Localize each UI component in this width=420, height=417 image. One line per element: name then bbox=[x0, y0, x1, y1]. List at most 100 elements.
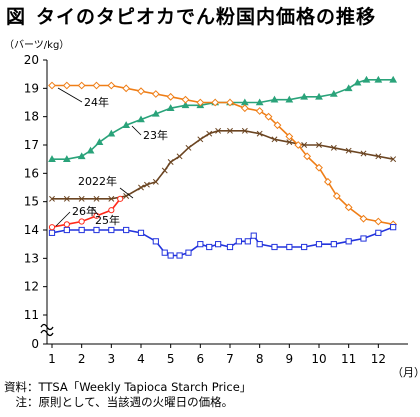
data-point bbox=[255, 107, 264, 115]
data-point bbox=[93, 195, 100, 202]
data-point bbox=[344, 203, 353, 212]
x-tick-label: 2 bbox=[78, 352, 86, 366]
data-point bbox=[256, 130, 263, 137]
axis-break-mark bbox=[40, 323, 54, 331]
data-point bbox=[166, 92, 175, 101]
data-point bbox=[122, 121, 131, 128]
series-line bbox=[51, 226, 394, 257]
data-point bbox=[215, 127, 222, 134]
data-point bbox=[256, 241, 263, 248]
data-point bbox=[48, 229, 56, 236]
y-unit-label: （バーツ/kg） bbox=[4, 40, 70, 51]
data-point bbox=[63, 226, 70, 234]
data-point bbox=[360, 150, 367, 157]
data-point bbox=[329, 89, 338, 97]
series-2022年 bbox=[49, 127, 397, 202]
data-point bbox=[345, 238, 352, 245]
data-point bbox=[143, 181, 150, 188]
data-point bbox=[316, 142, 322, 148]
data-point bbox=[250, 232, 257, 239]
x-tick-labels: 1 2 3 4 5 6 7 8 9 10 11 12 bbox=[48, 352, 386, 366]
y-tick-label: 0 bbox=[31, 337, 39, 351]
data-point bbox=[323, 177, 332, 186]
data-point bbox=[196, 98, 205, 107]
data-point bbox=[78, 218, 85, 225]
data-point bbox=[215, 241, 222, 248]
data-point bbox=[151, 109, 160, 117]
data-point bbox=[63, 221, 70, 228]
data-point bbox=[244, 238, 251, 245]
data-point bbox=[152, 178, 159, 185]
y-tick-label: 16 bbox=[24, 166, 39, 180]
data-point bbox=[167, 252, 174, 259]
x-tick-label: 8 bbox=[256, 352, 264, 366]
label-leader-line bbox=[91, 206, 99, 216]
series-26年 bbox=[48, 195, 124, 231]
data-point bbox=[77, 152, 86, 160]
data-point bbox=[390, 224, 397, 231]
footnote: 注：原則として、当該週の火曜日の価格。 bbox=[4, 395, 234, 409]
data-point bbox=[360, 235, 367, 242]
data-point bbox=[359, 214, 368, 223]
data-point bbox=[161, 167, 168, 174]
x-tick-label: 11 bbox=[341, 352, 356, 366]
data-point bbox=[330, 144, 337, 151]
data-point bbox=[108, 226, 115, 234]
data-point bbox=[62, 155, 71, 162]
data-point bbox=[353, 78, 362, 86]
label-leader-line bbox=[55, 211, 71, 227]
data-point bbox=[167, 159, 174, 165]
data-point bbox=[78, 195, 85, 202]
data-point bbox=[271, 136, 278, 143]
data-point bbox=[226, 98, 234, 107]
data-point bbox=[49, 195, 55, 202]
chart-title: 図タイのタピオカでん粉国内価格の推移 bbox=[6, 2, 376, 29]
series-line bbox=[52, 79, 394, 160]
series-label: 26年 bbox=[72, 204, 97, 218]
x-tick-label: 1 bbox=[48, 352, 56, 366]
figure-label: 図 bbox=[6, 6, 27, 28]
data-point bbox=[108, 207, 115, 214]
data-point bbox=[48, 224, 56, 231]
data-point bbox=[123, 226, 130, 234]
data-point bbox=[286, 243, 293, 251]
data-point bbox=[122, 84, 131, 93]
data-point bbox=[181, 101, 190, 109]
y-tick-label: 20 bbox=[24, 53, 39, 67]
data-point bbox=[206, 130, 213, 137]
data-point bbox=[176, 153, 183, 160]
y-tick-label: 14 bbox=[24, 223, 39, 237]
data-point bbox=[301, 142, 308, 148]
data-point bbox=[375, 229, 382, 236]
y-tick-label: 12 bbox=[24, 280, 39, 294]
data-point bbox=[137, 229, 145, 236]
x-tick-label: 6 bbox=[197, 352, 205, 366]
data-point bbox=[137, 87, 145, 96]
data-point bbox=[315, 92, 323, 100]
data-point bbox=[285, 132, 294, 141]
data-point bbox=[270, 95, 279, 103]
data-point bbox=[86, 146, 95, 154]
y-tick-labels: 0 11 12 13 14 15 16 17 18 19 20 bbox=[24, 53, 39, 351]
data-point bbox=[211, 98, 220, 107]
series-23年 bbox=[48, 75, 398, 162]
data-point bbox=[389, 75, 398, 83]
data-point bbox=[264, 112, 273, 121]
data-point bbox=[95, 138, 104, 145]
data-point bbox=[271, 243, 278, 251]
data-point bbox=[185, 249, 192, 256]
data-point bbox=[332, 192, 341, 200]
y-tick-label: 15 bbox=[24, 195, 39, 209]
data-point bbox=[48, 81, 56, 90]
y-tick-label: 18 bbox=[24, 110, 39, 124]
chart-notes: 資料：TTSA「Weekly Tapioca Starch Price」 注：原… bbox=[4, 380, 251, 410]
data-point bbox=[117, 195, 124, 202]
data-point bbox=[303, 152, 312, 161]
data-point bbox=[390, 156, 397, 163]
data-point bbox=[197, 241, 204, 248]
data-point bbox=[285, 95, 294, 103]
data-point bbox=[166, 104, 175, 111]
data-point bbox=[315, 163, 323, 172]
label-leader-line bbox=[57, 87, 83, 103]
